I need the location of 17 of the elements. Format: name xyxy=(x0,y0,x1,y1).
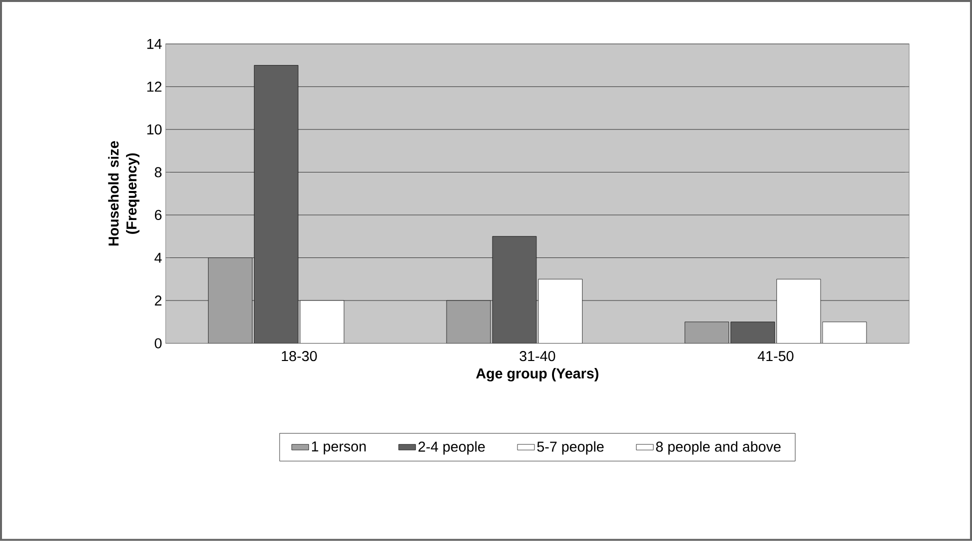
legend-label: 1 person xyxy=(312,442,366,454)
legend-label: 2-4 people xyxy=(418,441,485,455)
y-tick-label: 2 xyxy=(154,296,162,306)
x-axis-title: Age group (Years) xyxy=(476,368,598,382)
y-tick-label: 6 xyxy=(154,210,162,220)
legend-label: 5-7 people xyxy=(537,441,604,455)
y-axis-title: Household size (Frequency) xyxy=(108,141,140,246)
y-tick-label: 0 xyxy=(154,338,162,348)
x-tick-label: 31-40 xyxy=(520,351,556,362)
x-tick-label: 18-30 xyxy=(282,351,317,362)
x-tick-label: 41-50 xyxy=(758,351,794,362)
y-tick-label: 10 xyxy=(147,124,162,135)
y-tick-label: 12 xyxy=(147,82,162,92)
legend-label: 8 people and above xyxy=(656,441,781,455)
y-tick-label: 14 xyxy=(147,39,162,49)
y-tick-label: 4 xyxy=(154,252,162,263)
y-tick-label: 8 xyxy=(154,167,162,178)
